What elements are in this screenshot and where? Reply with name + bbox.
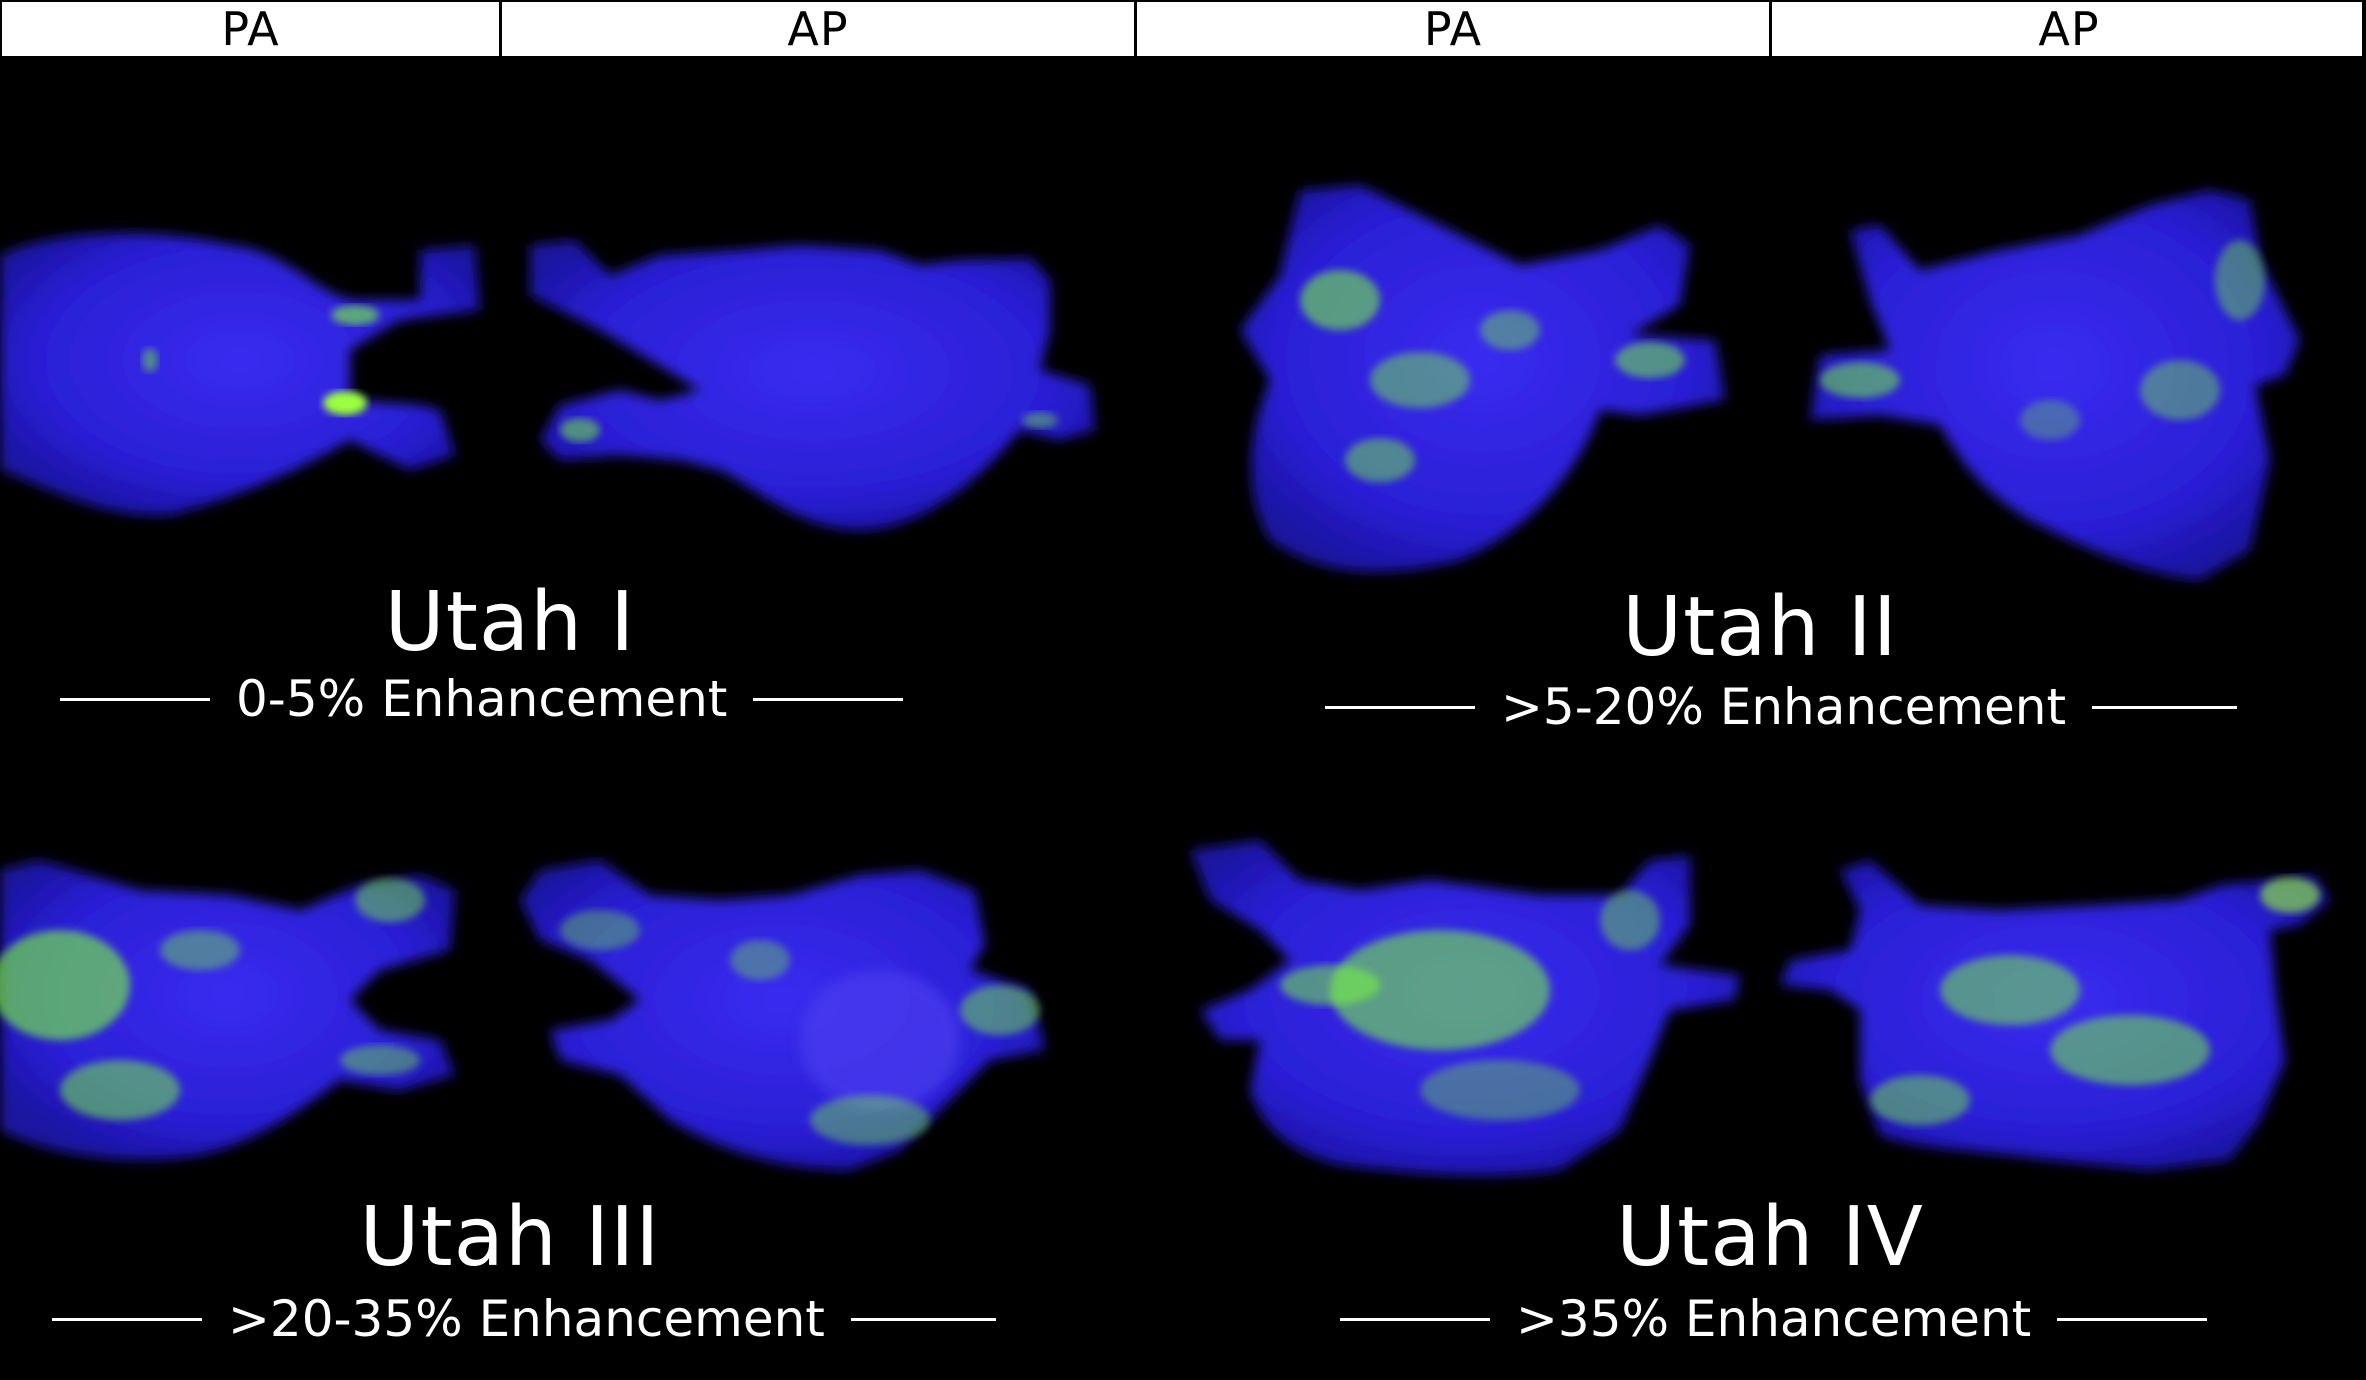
divider-line	[2057, 1317, 2208, 1321]
header-pa-right: PA	[1137, 2, 1772, 56]
atrium-utah3-ap	[520, 860, 1045, 1170]
header-ap-right: AP	[2038, 2, 2100, 56]
panel-title-utah2: Utah II	[1622, 580, 1898, 675]
panel-title-utah3: Utah III	[359, 1190, 661, 1285]
panel-subtitle-row-utah3: >20-35% Enhancement	[52, 1290, 996, 1348]
atrium-utah3-pa	[0, 860, 455, 1160]
view-header: PA AP PA AP	[0, 0, 2364, 58]
panel-subtitle-row-utah4: >35% Enhancement	[1340, 1290, 2208, 1348]
atrium-utah2-pa	[1240, 185, 1725, 572]
panel-subtitle-utah2: >5-20% Enhancement	[1501, 678, 2067, 736]
atrium-utah1-pa	[0, 233, 480, 516]
panel-subtitle-utah3: >20-35% Enhancement	[228, 1290, 825, 1348]
atrium-renderings	[0, 185, 2330, 1176]
atrium-utah4-pa	[1190, 840, 1740, 1176]
panel-subtitle-row-utah1: 0-5% Enhancement	[60, 670, 904, 728]
divider-line	[850, 1317, 996, 1321]
atrium-utah4-ap	[1780, 860, 2330, 1170]
header-pa-left: PA	[2, 2, 502, 56]
divider-line	[2092, 705, 2238, 709]
atrium-utah2-ap	[1810, 190, 2300, 580]
panel-title-utah4: Utah IV	[1616, 1190, 1924, 1285]
panel-subtitle-utah1: 0-5% Enhancement	[236, 670, 728, 728]
divider-line	[753, 697, 904, 701]
divider-line	[60, 697, 210, 701]
atrium-utah1-ap	[530, 240, 1095, 530]
divider-line	[1340, 1317, 1490, 1321]
panel-title-utah1: Utah I	[384, 575, 636, 670]
divider-line	[52, 1317, 202, 1321]
divider-line	[1325, 705, 1475, 709]
header-ap-left: AP	[502, 2, 1137, 56]
panel-subtitle-row-utah2: >5-20% Enhancement	[1325, 678, 2238, 736]
panel-subtitle-utah4: >35% Enhancement	[1516, 1290, 2032, 1348]
